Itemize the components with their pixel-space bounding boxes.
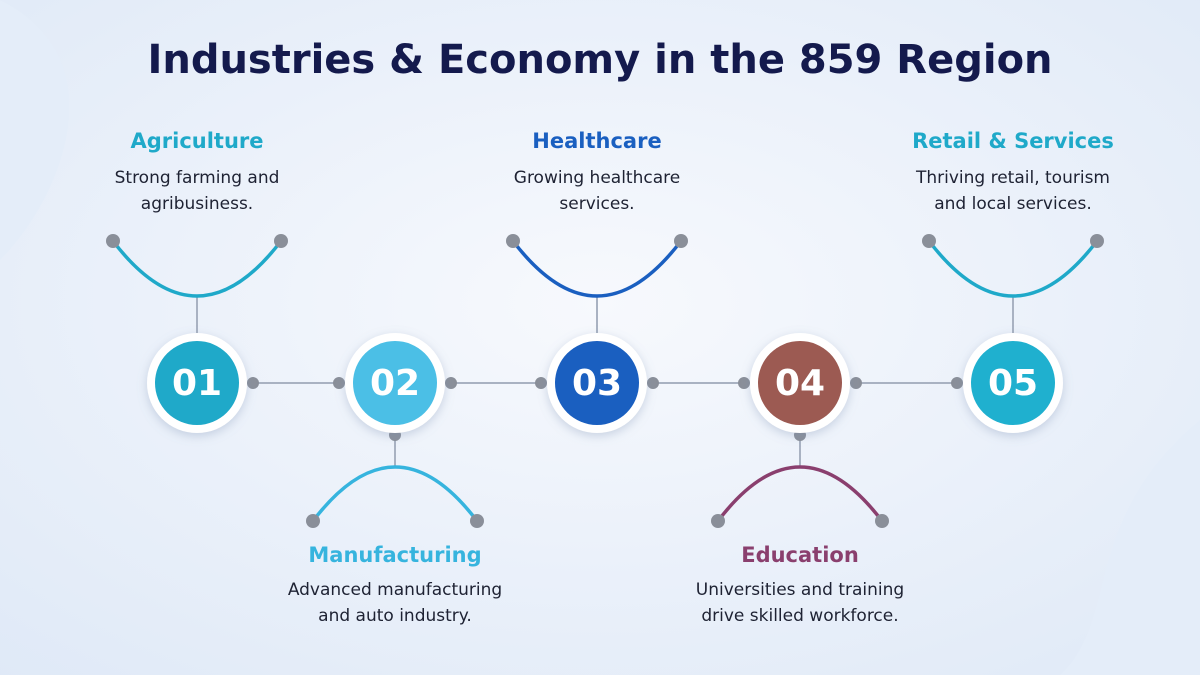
title: Industries & Economy in the 859 Region — [147, 37, 1052, 83]
badge — [758, 341, 842, 425]
arc-dot — [106, 234, 120, 248]
arc-dot — [922, 234, 936, 248]
arc — [511, 239, 683, 298]
heading: Healthcare — [532, 129, 661, 153]
description: and local services. — [934, 194, 1092, 214]
arc — [927, 239, 1099, 298]
connector-dot — [850, 377, 862, 389]
connector-dot — [535, 377, 547, 389]
description: drive skilled workforce. — [701, 606, 898, 626]
arc-dot — [274, 234, 288, 248]
description: Strong farming and — [115, 168, 280, 188]
decor-wave — [1060, 420, 1200, 675]
arc — [111, 239, 283, 298]
description: and auto industry. — [318, 606, 472, 626]
badge — [155, 341, 239, 425]
connector-dot — [647, 377, 659, 389]
description: Universities and training — [696, 580, 904, 600]
description: Growing healthcare — [514, 168, 680, 188]
badge-number: 03 — [572, 363, 622, 404]
description: agribusiness. — [141, 194, 253, 214]
arc-dot — [470, 514, 484, 528]
description: Thriving retail, tourism — [915, 168, 1110, 188]
badge-number: 05 — [988, 363, 1038, 404]
arc-dot — [1090, 234, 1104, 248]
timeline: Agriculture Strong farming and agribusines… — [106, 129, 1114, 626]
badge-number: 04 — [775, 363, 825, 404]
arc-dot — [711, 514, 725, 528]
decor-wave — [0, 0, 70, 260]
badge-number: 02 — [370, 363, 420, 404]
badge-number: 01 — [172, 363, 222, 404]
arc — [716, 465, 884, 523]
arc-dot — [506, 234, 520, 248]
description: Advanced manufacturing — [288, 580, 502, 600]
connector-dot — [247, 377, 259, 389]
badge — [971, 341, 1055, 425]
connector-dot — [738, 377, 750, 389]
arc — [311, 465, 479, 523]
badge — [353, 341, 437, 425]
heading: Agriculture — [130, 129, 263, 153]
heading: Education — [741, 543, 859, 567]
heading: Retail & Services — [912, 129, 1114, 153]
heading: Manufacturing — [308, 543, 481, 567]
badge — [555, 341, 639, 425]
arc-dot — [306, 514, 320, 528]
connector-dot — [445, 377, 457, 389]
connector-dot — [951, 377, 963, 389]
connector-dot — [333, 377, 345, 389]
arc-dot — [674, 234, 688, 248]
description: services. — [559, 194, 634, 214]
arc-dot — [875, 514, 889, 528]
